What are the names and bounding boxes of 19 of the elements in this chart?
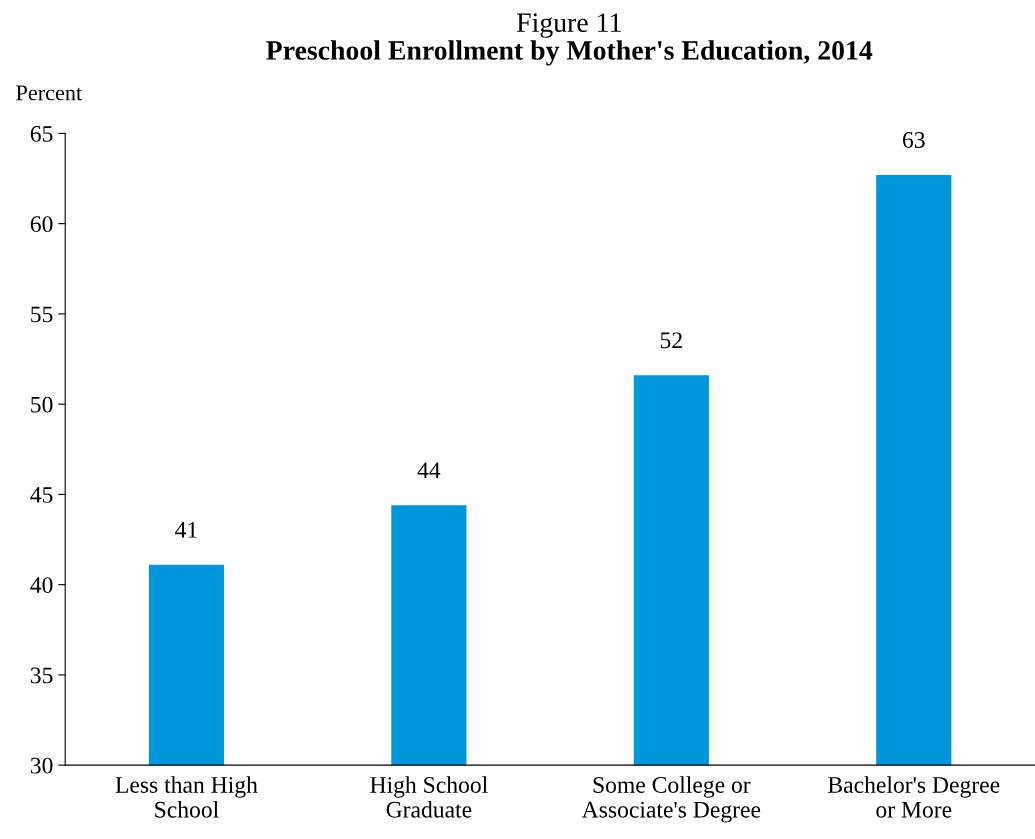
y-tick-label: 35 (30, 667, 53, 684)
y-tick-label: 45 (30, 487, 53, 503)
x-tick-label: Less than High School (115, 776, 258, 818)
y-tick-label: 30 (30, 757, 53, 774)
chart-subtitle: Preschool Enrollment by Mother's Education, 2014 (266, 40, 873, 66)
data-label: 63 (902, 132, 925, 148)
chart-title: Figure 11 (516, 13, 621, 38)
y-tick-label: 60 (30, 216, 53, 233)
x-tick-label: Bachelor's Degree or More (828, 776, 1000, 818)
x-tick-label: Some College or Associate's Degree (581, 776, 761, 823)
data-label: 52 (660, 332, 682, 349)
y-axis-title: Percent (16, 85, 83, 101)
x-tick-label: High School Graduate (370, 776, 488, 818)
data-label: 41 (175, 521, 197, 538)
y-tick-label: 40 (30, 577, 53, 594)
y-tick-label: 55 (31, 306, 53, 323)
y-tick-label: 65 (30, 125, 53, 142)
y-tick-label: 50 (31, 396, 53, 413)
data-label: 44 (417, 462, 441, 478)
